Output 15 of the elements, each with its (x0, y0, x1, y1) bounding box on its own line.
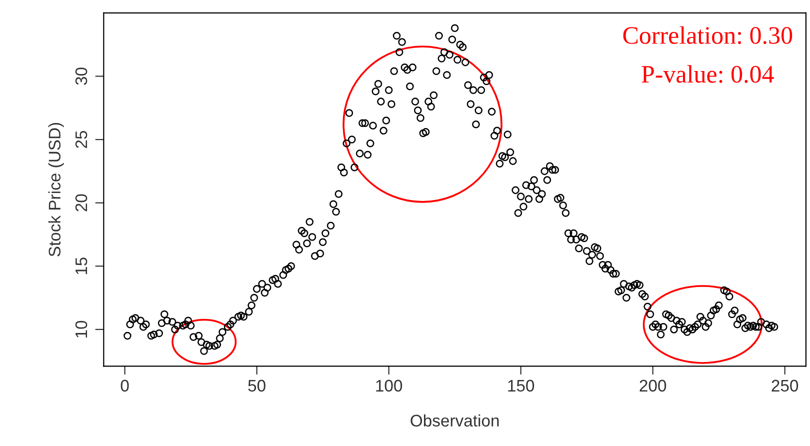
annotation: Correlation: 0.30 (623, 26, 792, 44)
x-tick-label: 50 (248, 380, 266, 392)
x-tick-label: 200 (640, 380, 666, 392)
y-tick-label: 25 (75, 130, 88, 148)
y-axis-title: Stock Price (USD) (48, 122, 64, 256)
x-axis-title: Observation (410, 414, 499, 427)
x-tick-label: 250 (772, 380, 798, 392)
y-tick-label: 20 (75, 194, 88, 212)
x-tick-label: 0 (120, 380, 129, 392)
annotation: P-value: 0.04 (642, 65, 774, 83)
y-tick-label: 30 (75, 68, 88, 85)
x-tick-label: 150 (508, 380, 534, 392)
y-tick-label: 15 (76, 258, 88, 274)
y-tick-label: 10 (75, 320, 88, 338)
x-tick-label: 100 (376, 380, 402, 392)
